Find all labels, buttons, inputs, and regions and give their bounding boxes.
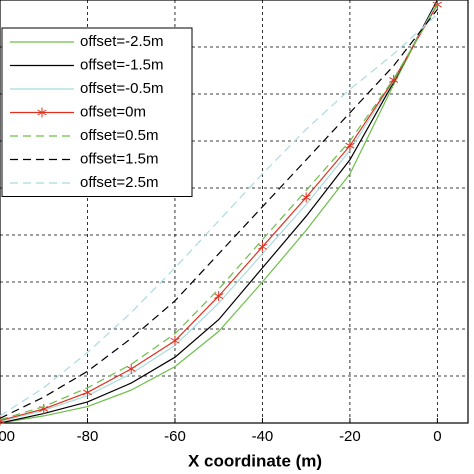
marker [82, 387, 93, 398]
marker-stroke [389, 76, 399, 83]
marker [126, 363, 136, 374]
plot-frame [0, 0, 469, 424]
marker-stroke [257, 243, 267, 250]
legend-label: offset=-0.5m [80, 80, 164, 97]
series-line [0, 4, 438, 421]
marker [301, 192, 311, 203]
series-line [0, 9, 438, 419]
marker [345, 140, 355, 151]
marker-stroke [0, 420, 5, 424]
x-tick-label: -80 [77, 428, 99, 445]
x-axis-label: X coordinate (m) [188, 451, 322, 470]
x-tick-label: -20 [339, 428, 361, 445]
series-line [0, 2, 438, 423]
marker-stroke [82, 389, 93, 396]
marker-stroke [126, 366, 136, 372]
legend-label: offset=1.5m [80, 150, 159, 167]
x-tick-label: -40 [252, 428, 274, 445]
marker [214, 291, 224, 302]
series-line [0, 0, 438, 424]
series-line [0, 13, 438, 417]
legend-label: offset=2.5m [80, 174, 159, 191]
marker [257, 241, 267, 252]
marker-stroke [345, 142, 355, 149]
legend-label: offset=-2.5m [80, 33, 164, 50]
marker [170, 335, 180, 346]
marker [389, 74, 399, 85]
legend-label: offset=0m [80, 103, 146, 120]
x-tick-label: -100 [0, 428, 15, 445]
marker-stroke [214, 293, 224, 300]
legend-label: offset=0.5m [80, 127, 159, 144]
legend-marker [37, 109, 47, 116]
x-tick-label: 0 [433, 428, 441, 445]
marker-stroke [170, 337, 180, 344]
legend-label: offset=-1.5m [80, 56, 164, 73]
marker-stroke [39, 405, 49, 412]
series-line [0, 0, 438, 424]
x-tick-label: -60 [164, 428, 186, 445]
marker-stroke [301, 194, 311, 201]
